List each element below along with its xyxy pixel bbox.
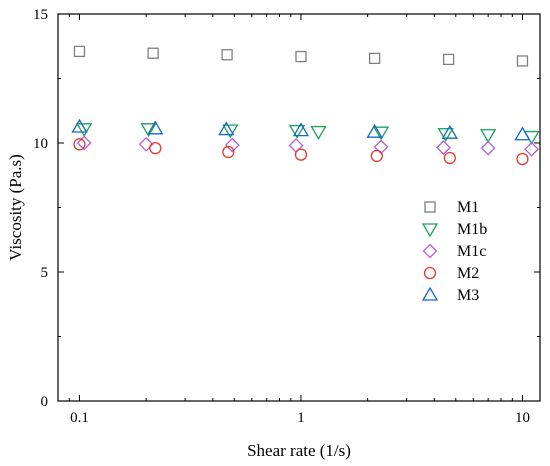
data-point-m2 [73, 138, 86, 151]
data-point-m1b [288, 124, 306, 139]
legend-label-m2: M2 [457, 265, 479, 282]
legend-marker-m1 [424, 201, 436, 213]
data-point-m1b [372, 126, 390, 141]
legend-label-m1c: M1c [457, 243, 486, 260]
legend: M1 M1b M1c M2 M3 [421, 199, 487, 304]
data-point-m1b [480, 129, 497, 144]
y-axis-title: Viscosity (Pa.s) [6, 154, 25, 261]
data-point-m3 [71, 118, 88, 133]
data-point-m2 [294, 148, 308, 161]
data-point-m1c [138, 136, 154, 152]
data-point-m3 [147, 120, 164, 135]
legend-label-m1: M1 [457, 199, 479, 216]
legend-label-m3: M3 [457, 287, 479, 304]
y-tick-label: 5 [41, 265, 49, 281]
data-point-m1 [516, 55, 529, 67]
data-point-m2 [222, 145, 235, 159]
data-point-m3 [441, 124, 458, 139]
data-point-m2 [516, 152, 529, 166]
legend-marker-m1c [422, 243, 438, 259]
data-point-m3 [366, 123, 383, 138]
data-point-m1 [221, 49, 233, 61]
data-point-m1c [76, 135, 92, 151]
data-markers [71, 45, 540, 166]
data-point-m1 [368, 52, 381, 65]
data-point-m3 [218, 121, 235, 136]
data-point-m1 [147, 47, 159, 59]
data-point-m1b [437, 128, 454, 143]
data-point-m2 [149, 142, 162, 155]
data-point-m1c [224, 137, 240, 153]
y-tick-label: 10 [33, 136, 48, 152]
x-axis-title: Shear rate (1/s) [247, 441, 351, 460]
legend-marker-m3 [421, 286, 439, 301]
data-point-m1b [310, 125, 327, 140]
data-point-m1b [222, 124, 239, 139]
data-point-m1b [523, 130, 540, 145]
data-point-m2 [443, 151, 456, 165]
data-point-m1b [76, 123, 93, 138]
data-point-m2 [370, 149, 383, 163]
data-point-m3 [292, 122, 310, 137]
x-tick-label: 1 [297, 410, 305, 426]
legend-marker-m1b [421, 223, 439, 238]
x-tick-label: 10 [515, 410, 530, 426]
data-point-m1b [140, 123, 157, 138]
data-point-m1 [295, 50, 307, 63]
legend-marker-m2 [423, 266, 437, 280]
data-point-m1 [442, 53, 455, 66]
data-point-m1c [373, 139, 389, 155]
y-tick-label: 15 [33, 7, 48, 23]
x-axis-ticks: 0.1 1 10 [57, 14, 530, 426]
data-point-m1c [288, 138, 304, 153]
data-point-m1c [436, 140, 451, 156]
data-point-m1c [480, 140, 496, 156]
x-tick-label: 0.1 [70, 410, 89, 426]
legend-label-m1b: M1b [457, 221, 487, 238]
y-tick-label: 0 [41, 394, 49, 410]
data-point-m1 [73, 45, 86, 58]
data-point-m1c [524, 141, 540, 157]
data-point-m3 [514, 126, 531, 141]
y-axis-ticks: 0 5 10 15 [33, 7, 540, 410]
